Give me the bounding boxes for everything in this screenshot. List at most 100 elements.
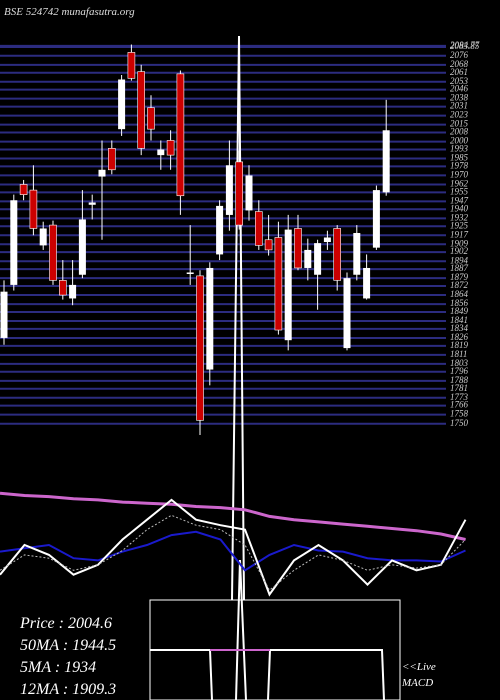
candle-body (19, 184, 28, 195)
candle-body (255, 211, 263, 246)
y-tick-label: 2008 (450, 127, 469, 137)
y-tick-label: 1993 (450, 144, 469, 154)
y-tick-label: 1932 (450, 212, 469, 222)
y-tick-label: 1750 (450, 418, 469, 428)
spike (235, 559, 247, 700)
indicator-line (0, 498, 467, 597)
y-tick-label: 1978 (450, 160, 469, 170)
y-tick-label: 1872 (450, 280, 469, 290)
y-tick-label: 1811 (450, 349, 467, 359)
y-tick-label: 1773 (450, 392, 469, 402)
y-tick-label: 2083.85 (450, 41, 480, 51)
spike (231, 35, 245, 601)
stat: Price : 2004.6 (19, 615, 112, 632)
candle-body (98, 169, 106, 177)
candle-body (264, 239, 273, 251)
y-tick-label: 1887 (450, 263, 469, 273)
candle-body (196, 275, 204, 421)
y-tick-label: 1879 (450, 272, 469, 282)
candle-body (69, 284, 77, 299)
y-tick-label: 2046 (450, 84, 469, 94)
y-tick-label: 1766 (450, 400, 469, 410)
candle-body (225, 165, 233, 215)
candle-body (304, 249, 312, 268)
stat: 5MA : 1934 (20, 659, 96, 676)
y-tick-label: 1781 (450, 383, 468, 393)
y-tick-label: 2053 (450, 76, 469, 86)
stat: 12MA : 1909.3 (20, 681, 116, 698)
candle-body (294, 228, 302, 269)
y-tick-label: 1985 (450, 153, 469, 163)
candle-body (58, 280, 67, 296)
y-tick-label: 1940 (450, 203, 469, 213)
y-tick-label: 1819 (450, 340, 469, 350)
candle-body (353, 232, 361, 275)
y-tick-label: 2031 (450, 101, 468, 111)
y-tick-label: 2038 (450, 93, 469, 103)
live-label: <<Live (402, 661, 436, 673)
y-tick-label: 1834 (450, 323, 469, 333)
macd-label: MACD (401, 677, 433, 689)
y-tick-label: 1803 (450, 358, 469, 368)
candle-body (216, 205, 224, 255)
y-tick-label: 2015 (450, 119, 469, 129)
y-tick-label: 2023 (450, 110, 469, 120)
y-tick-label: 1962 (450, 179, 469, 189)
header-title: BSE 524742 munafasutra.org (4, 6, 135, 18)
candle-body (78, 219, 86, 275)
y-tick-label: 1970 (450, 169, 469, 179)
y-tick-label: 1856 (450, 298, 469, 308)
y-tick-label: 1955 (450, 186, 469, 196)
candle-body (274, 237, 283, 331)
candle-body (382, 130, 390, 193)
candle-body (372, 190, 380, 248)
y-tick-label: 2000 (450, 136, 469, 146)
y-tick-label: 2068 (450, 59, 469, 69)
candle-body (88, 202, 96, 205)
candle-body (314, 243, 322, 275)
candle-body (323, 237, 331, 243)
candle-body (176, 73, 185, 197)
y-tick-label: 1841 (450, 315, 468, 325)
y-tick-label: 1796 (450, 366, 469, 376)
candle-body (137, 71, 145, 149)
candle-body (284, 229, 292, 341)
macd-line (150, 649, 385, 700)
y-tick-label: 1849 (450, 306, 469, 316)
candle-body (29, 189, 38, 229)
candle-body (127, 52, 136, 79)
y-tick-label: 1902 (450, 246, 469, 256)
indicator-line (0, 530, 466, 572)
y-tick-label: 1947 (450, 195, 469, 205)
y-tick-label: 1826 (450, 332, 469, 342)
candle-body (343, 278, 351, 349)
y-tick-label: 1758 (450, 409, 469, 419)
y-tick-label: 1925 (450, 220, 469, 230)
y-tick-label: 1909 (450, 238, 469, 248)
y-tick-label: 2076 (450, 50, 469, 60)
y-tick-label: 2084.77 (450, 40, 480, 50)
candle-body (108, 148, 116, 171)
candle-body (118, 79, 126, 130)
y-tick-label: 1917 (450, 229, 469, 239)
y-tick-label: 1788 (450, 375, 469, 385)
stat: 50MA : 1944.5 (20, 637, 116, 654)
candle-body (235, 161, 243, 226)
candle-body (49, 224, 57, 281)
candle-body (186, 272, 194, 274)
candle-body (333, 228, 342, 281)
candle-body (363, 267, 371, 299)
candle-body (245, 175, 253, 211)
candle-body (157, 149, 165, 156)
y-tick-label: 2061 (450, 67, 468, 77)
candle-body (166, 140, 175, 156)
indicator-line (0, 514, 466, 591)
y-tick-label: 1864 (450, 289, 469, 299)
candle-body (10, 200, 18, 285)
candle-body (206, 267, 214, 370)
candle-body (0, 291, 8, 338)
y-tick-label: 1894 (450, 255, 469, 265)
candle-body (39, 228, 47, 246)
candle-body (147, 107, 155, 130)
